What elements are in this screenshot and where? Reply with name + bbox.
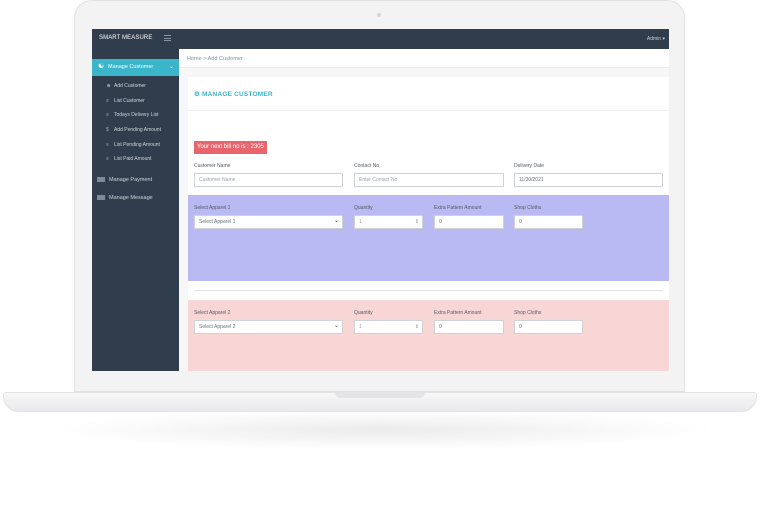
divider	[194, 290, 663, 291]
divider	[188, 110, 669, 111]
breadcrumb-trail: Home > Add Customer	[187, 56, 243, 62]
quantity-label: Quantity	[354, 310, 373, 316]
list-icon: ≡	[106, 98, 109, 104]
user-menu-label: Admin	[646, 36, 662, 42]
quantity-label: Quantity	[354, 205, 373, 211]
delivery-date-value: 11/30/2021	[519, 177, 544, 183]
list-icon: ≡	[106, 112, 109, 118]
extra-pattern-label: Extra Pattern Amount	[434, 205, 482, 211]
sidebar-item-label: Add Pending Amount	[114, 127, 161, 133]
camera-dot	[377, 13, 381, 17]
bill-number-badge: Your next bill no is : 2305	[194, 141, 267, 154]
quantity-stepper[interactable]: 1	[354, 215, 423, 229]
contact-no-input[interactable]: Enter Contact No	[354, 173, 504, 187]
sidebar-item-label: Manage Message	[109, 195, 153, 201]
top-navbar: SMART MEASURE Admin ▾	[92, 29, 669, 49]
quantity-stepper[interactable]: 1	[354, 320, 423, 334]
sidebar-item-list-paid[interactable]: ≡ List Paid Amount	[106, 156, 152, 162]
sidebar-item-list-customer[interactable]: ≡ List Customer	[106, 98, 145, 104]
brand-logo[interactable]: SMART MEASURE	[99, 35, 153, 41]
sidebar-item-label: List Pending Amount	[114, 142, 160, 148]
apparel-row-2: Select Apparel 2 Select Apparel 2 Quanti…	[188, 300, 669, 371]
extra-pattern-value: 0	[439, 219, 442, 225]
extra-pattern-label: Extra Pattern Amount	[434, 310, 482, 316]
sidebar: ☯ Manage Customer ⌄ ☻ Add Customer ≡ List …	[92, 49, 179, 371]
sidebar-item-add-pending[interactable]: $ Add Pending Amount	[106, 127, 161, 133]
sidebar-item-manage-customer[interactable]: ☯ Manage Customer ⌄	[92, 59, 179, 76]
sidebar-item-label: Todays Delivery List	[114, 112, 159, 118]
shop-cloths-value: 0	[519, 324, 522, 330]
apparel-select-value: Select Apparel 1	[199, 219, 236, 225]
contact-no-placeholder: Enter Contact No	[359, 177, 398, 183]
quantity-value: 1	[359, 324, 362, 330]
sidebar-item-label: List Paid Amount	[114, 156, 152, 162]
extra-pattern-value: 0	[439, 324, 442, 330]
delivery-date-input[interactable]: 11/30/2021	[514, 173, 663, 187]
menu-toggle-icon[interactable]	[164, 35, 171, 41]
app-screen: SMART MEASURE Admin ▾ ☯ Manage Customer …	[92, 29, 669, 371]
apparel-select-value: Select Apparel 2	[199, 324, 236, 330]
sidebar-item-label: List Customer	[114, 98, 145, 104]
shop-cloths-label: Shop Cloths	[514, 205, 542, 211]
sidebar-item-label: Add Customer	[114, 83, 146, 89]
sidebar-item-label: Manage Customer	[108, 64, 154, 70]
chevron-down-icon: ⌄	[168, 64, 174, 70]
apparel-select-label: Select Apparel 1	[194, 205, 231, 211]
contact-no-label: Contact No	[354, 163, 380, 169]
list-icon: ≡	[106, 156, 109, 162]
breadcrumb-separator: >	[203, 56, 207, 62]
quantity-value: 1	[359, 219, 362, 225]
laptop-shadow	[40, 410, 720, 450]
sidebar-item-todays-delivery[interactable]: ≡ Todays Delivery List	[106, 112, 158, 118]
list-icon: ≡	[106, 142, 109, 148]
customer-name-input[interactable]: Customer Name	[194, 173, 343, 187]
sidebar-item-add-customer[interactable]: ☻ Add Customer	[106, 83, 146, 89]
shop-cloths-input[interactable]: 0	[514, 215, 583, 229]
sidebar-item-manage-payment[interactable]: Manage Payment	[97, 177, 152, 183]
apparel-select[interactable]: Select Apparel 1	[194, 215, 343, 229]
page-title-text: MANAGE CUSTOMER	[202, 91, 273, 98]
sidebar-item-manage-message[interactable]: Manage Message	[97, 195, 153, 201]
delivery-date-label: Delivery Date	[514, 163, 545, 169]
message-icon	[97, 195, 105, 201]
extra-pattern-input[interactable]: 0	[434, 320, 504, 334]
page-title: ⚙ MANAGE CUSTOMER	[194, 90, 273, 98]
sidebar-item-label: Manage Payment	[109, 177, 153, 183]
user-plus-icon: ☻	[106, 83, 112, 89]
users-icon: ☯	[98, 63, 105, 70]
customer-name-placeholder: Customer Name	[199, 177, 236, 183]
shop-cloths-value: 0	[519, 219, 522, 225]
breadcrumb: Home > Add Customer	[179, 49, 669, 68]
shop-cloths-label: Shop Cloths	[514, 310, 542, 316]
extra-pattern-input[interactable]: 0	[434, 215, 504, 229]
breadcrumb-current: Add Customer	[207, 56, 243, 62]
customer-form-panel: ⚙ MANAGE CUSTOMER Your next bill no is :…	[188, 77, 669, 371]
main-content: Home > Add Customer ⚙ MANAGE CUSTOMER Yo…	[179, 49, 669, 371]
sidebar-item-list-pending[interactable]: ≡ List Pending Amount	[106, 142, 160, 148]
settings-icon: ⚙	[194, 91, 201, 98]
breadcrumb-home[interactable]: Home	[187, 56, 202, 62]
user-menu[interactable]: Admin ▾	[646, 36, 665, 42]
dollar-icon: $	[106, 127, 109, 133]
apparel-select-label: Select Apparel 2	[194, 310, 231, 316]
shop-cloths-input[interactable]: 0	[514, 320, 583, 334]
laptop-notch	[335, 392, 425, 398]
apparel-select[interactable]: Select Apparel 2	[194, 320, 343, 334]
customer-name-label: Customer Name	[194, 163, 231, 169]
payment-icon	[97, 177, 105, 183]
apparel-row-1: Select Apparel 1 Select Apparel 1 Quanti…	[188, 195, 669, 281]
